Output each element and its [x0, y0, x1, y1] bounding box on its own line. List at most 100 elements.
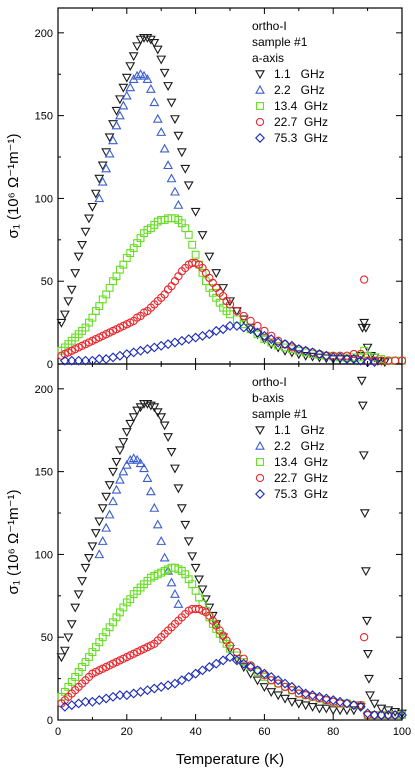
panel-a-point: [226, 310, 234, 319]
panel-b-point: [97, 504, 108, 514]
panel-b-point: [307, 690, 318, 701]
panel-b-point: [163, 433, 174, 442]
panel-b-point: [361, 616, 372, 626]
panel-b-point: [104, 509, 115, 519]
panel-b-point: [142, 473, 153, 483]
panel-a-point: [149, 97, 160, 107]
panel-b-y-tick-label: 100: [35, 549, 53, 561]
panel-b-point: [125, 454, 136, 464]
panel-a-legend-title: ortho-I: [252, 19, 287, 33]
panel-a-point: [108, 352, 119, 363]
panel-b-point: [232, 651, 241, 660]
panel-b-point: [118, 466, 129, 476]
panel-a-legend-marker: [255, 70, 265, 80]
panel-a-point: [252, 327, 263, 338]
panel-b-point: [156, 681, 167, 692]
panel-a-point: [190, 332, 201, 343]
panel-b-point: [358, 451, 369, 461]
panel-a-point: [176, 148, 187, 158]
panel-a-point: [204, 329, 215, 340]
panel-a-point: [108, 135, 118, 145]
panel-b-legend-marker: [255, 489, 265, 499]
panel-b-point: [359, 509, 370, 519]
panel-b-point: [159, 421, 170, 431]
panel-a-point: [101, 163, 112, 173]
panel-b-point: [197, 585, 208, 595]
panel-a-point: [139, 70, 149, 80]
panel-a-point: [211, 269, 222, 279]
panel-b-point: [293, 685, 304, 696]
panel-a-point: [156, 55, 167, 65]
panel-b-point: [149, 403, 160, 413]
panel-b-y-tick-label: 50: [41, 632, 53, 644]
panel-a-point: [355, 355, 366, 366]
panel-a-legend-label: 1.1 GHz: [274, 67, 325, 81]
panel-a-point: [356, 349, 365, 359]
panel-a-series-4: [59, 320, 380, 367]
panel-a-y-axis-title: σ₁ (10⁶ Ω⁻¹m⁻¹): [5, 133, 22, 238]
panel-b-point: [239, 658, 248, 666]
panel-a-point: [97, 161, 108, 171]
x-axis-title: Temperature (K): [176, 751, 284, 768]
panel-b-point: [314, 704, 325, 714]
panel-a-point: [173, 131, 184, 141]
panel-b-point: [80, 696, 91, 707]
panel-a-point: [174, 272, 183, 281]
panel-b-point: [266, 671, 277, 682]
panel-b-point: [369, 699, 380, 709]
panel-a-point: [307, 347, 318, 358]
panel-a-point: [156, 340, 167, 351]
panel-b-point: [176, 504, 187, 514]
panel-a-point: [266, 340, 277, 350]
panel-a-point: [128, 52, 139, 62]
panel-a-point: [259, 330, 270, 341]
panel-b-point: [125, 419, 136, 429]
panel-a-legend-marker: [255, 84, 265, 94]
panel-a-point: [170, 115, 180, 125]
panel-b-point: [170, 464, 180, 474]
panel-b-point: [63, 633, 74, 643]
panel-b-point: [383, 706, 394, 716]
panel-b-legend-label: 2.2 GHz: [274, 439, 325, 453]
panel-a-point: [231, 320, 242, 331]
panel-b-legend-marker: [255, 473, 265, 483]
panel-b-series-0: [56, 376, 407, 719]
panel-b-point: [266, 688, 277, 697]
panel-b-legend-label: 22.7 GHz: [274, 471, 328, 485]
panel-b-point: [84, 553, 94, 563]
panel-a-series-0: [56, 34, 390, 368]
panel-b-point: [252, 676, 263, 686]
panel-a-point: [286, 340, 297, 351]
panel-b-point: [259, 668, 270, 679]
panel-a-legend-label: 22.7 GHz: [274, 115, 328, 129]
panel-a-point: [121, 349, 132, 360]
panel-b-point: [335, 696, 346, 707]
panel-a-point: [267, 331, 276, 341]
panel-b-point: [259, 683, 270, 693]
panel-a-legend-marker: [255, 133, 265, 143]
panel-b-point: [108, 496, 118, 506]
panel-a-point: [87, 202, 98, 212]
panel-b-point: [245, 662, 256, 672]
panel-b-point: [183, 671, 194, 682]
panel-a-point: [80, 227, 91, 237]
panel-a-point: [166, 173, 177, 183]
panel-a-legend-marker: [255, 117, 265, 127]
panel-a-point: [273, 337, 284, 348]
panel-b-point: [101, 522, 112, 532]
x-tick-label: 0: [55, 726, 61, 738]
panel-b-legend-marker: [256, 458, 264, 466]
panel-b-point: [390, 710, 401, 721]
panel-a-point: [360, 275, 369, 284]
panel-a-point: [73, 252, 84, 262]
panel-b-point: [183, 537, 194, 547]
panel-a-y-tick-label: 0: [47, 359, 53, 371]
panel-b-point: [166, 448, 177, 457]
panel-a-point: [94, 354, 105, 365]
panel-b-point: [90, 529, 101, 539]
panel-b-point: [118, 438, 129, 447]
panel-a-point: [183, 334, 194, 345]
x-tick-label: 20: [121, 726, 133, 738]
panel-b-point: [191, 586, 200, 595]
panel-b-point: [364, 674, 374, 684]
